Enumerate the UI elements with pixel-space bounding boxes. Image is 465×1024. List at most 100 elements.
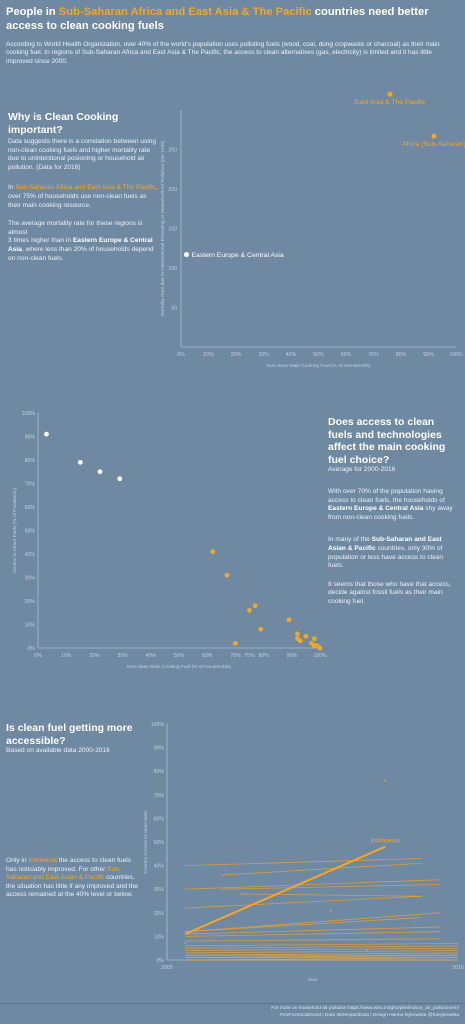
y-tick-label: 0% [28, 646, 36, 652]
data-point [387, 91, 393, 97]
data-point [431, 133, 437, 139]
x-tick-label: 50% [313, 352, 324, 358]
x-tick-label: 80% [396, 352, 407, 358]
y-tick-label: 250 [168, 148, 177, 154]
point-label: Africa (Sub-Saharan) [402, 141, 465, 148]
data-point [44, 431, 49, 437]
data-marker [384, 779, 387, 782]
series-line [185, 917, 422, 933]
data-point [252, 603, 258, 609]
data-point [247, 608, 252, 613]
x-tick-label: 30% [117, 653, 128, 659]
section2-subheading: Average for 2000-2016 [328, 466, 396, 473]
y-tick-label: 0% [157, 958, 165, 964]
y-tick-label: 80% [154, 769, 165, 775]
y-tick-label: 200 [168, 187, 177, 193]
data-point [117, 476, 123, 482]
series-line [221, 862, 422, 876]
data-point [317, 645, 323, 651]
y-tick-label: 10% [25, 623, 36, 629]
data-point [97, 469, 103, 475]
y-tick-label: 60% [25, 505, 36, 511]
section2-p1: With over 70% of the population having a… [328, 488, 453, 521]
x-tick-label: 2000 [161, 965, 173, 971]
section2-text: Does access to clean fuels and technolog… [328, 416, 460, 607]
series-line [185, 931, 440, 937]
x-tick-label: 20% [89, 653, 100, 659]
section1-text: Why is Clean Cooking important? Data sug… [8, 111, 158, 263]
y-axis-label: Mortality Rate due to Unintentional Pois… [160, 140, 166, 316]
y-tick-label: 50 [171, 306, 177, 312]
x-tick-label: 10% [61, 653, 72, 659]
series-line [185, 912, 440, 933]
y-tick-label: 50% [154, 840, 165, 846]
data-point [224, 572, 230, 578]
series-line-indonesia [184, 845, 386, 935]
data-marker [184, 942, 187, 945]
x-tick-label: 40% [146, 653, 157, 659]
series-line [185, 926, 440, 935]
y-tick-label: 20% [154, 911, 165, 917]
x-tick-label: 0% [177, 352, 185, 358]
series-line [185, 895, 422, 909]
x-tick-label: 70% [368, 352, 379, 358]
section1-p3: The average mortality rate for these reg… [8, 220, 154, 262]
section3-p: Only in Indonesia the access to clean fu… [6, 857, 138, 899]
y-tick-label: 50% [25, 529, 36, 535]
footer-source-link[interactable]: For more on household air pollution http… [271, 1006, 459, 1011]
section2-heading: Does access to clean fuels and technolog… [328, 416, 446, 466]
x-axis-label: Year [308, 977, 318, 983]
y-tick-label: 70% [154, 793, 165, 799]
series-line [185, 947, 459, 951]
series-line [185, 938, 440, 942]
footer-divider [0, 1003, 465, 1004]
y-axis-label: Country Access to clean fuels [143, 810, 149, 874]
x-tick-label: 20% [231, 352, 242, 358]
y-tick-label: 30% [154, 887, 165, 893]
data-point [258, 626, 264, 632]
y-axis-label: Access to Clean Fuels (% of Population) [12, 487, 18, 573]
data-point [295, 631, 300, 637]
x-tick-label: 0% [34, 653, 42, 659]
x-tick-label: 40% [286, 352, 297, 358]
y-tick-label: 10% [154, 934, 165, 940]
x-tick-label: 60% [341, 352, 352, 358]
series-line [221, 884, 440, 890]
section1-heading: Why is Clean Cooking important? [8, 111, 119, 136]
series-line [185, 945, 459, 949]
point-label: Eastern Europe & Central Asia [192, 252, 284, 259]
data-point [233, 640, 238, 646]
x-tick-label: 10% [203, 352, 214, 358]
series-line [239, 893, 422, 897]
data-point [311, 636, 317, 641]
section3-subheading: Based on available data 2000-2016 [6, 747, 110, 754]
data-marker [366, 949, 369, 952]
x-tick-label: 60% [202, 653, 213, 659]
x-tick-label: 90% [423, 352, 434, 358]
y-tick-label: 20% [25, 599, 36, 605]
footer-credits: #VizForSocialGood | Data 360ImpactData |… [279, 1013, 459, 1018]
y-tick-label: 30% [25, 576, 36, 582]
x-tick-label: 100% [313, 653, 327, 659]
y-tick-label: 40% [25, 552, 36, 558]
series-line [185, 943, 459, 947]
section3-heading: Is clean fuel getting more accessible? [6, 722, 133, 747]
x-tick-label: 80% [258, 653, 269, 659]
series-label-indonesia: Indonesia [371, 838, 401, 845]
data-point [297, 638, 303, 644]
x-tick-label: 30% [258, 352, 269, 358]
series-line [185, 858, 422, 866]
series-line [185, 950, 459, 954]
data-point [303, 633, 309, 639]
data-point [77, 459, 83, 465]
data-point [286, 617, 292, 623]
y-tick-label: 100% [22, 411, 36, 417]
data-point [210, 549, 216, 555]
data-marker [329, 909, 332, 912]
y-tick-label: 150 [168, 227, 177, 233]
title-highlight: Sub-Saharan Africa and East Asia & The P… [58, 6, 312, 18]
intro-text: According to World Health Organization, … [6, 41, 440, 65]
